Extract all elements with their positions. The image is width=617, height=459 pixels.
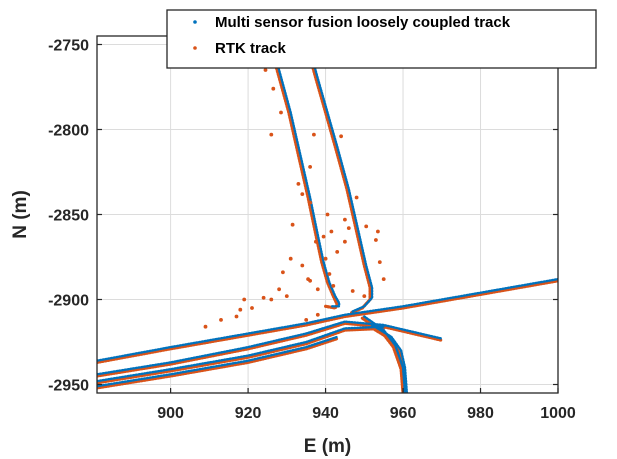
rtk-outlier-point (331, 284, 336, 288)
rtk-outlier-point (364, 224, 369, 229)
rtk-outlier-point (374, 238, 378, 242)
rtk-outlier-point (269, 132, 274, 137)
rtk-outlier-point (314, 239, 318, 244)
rtk-outlier-point (376, 229, 380, 234)
plot-area (97, 36, 558, 393)
rtk-track-segment (265, 36, 339, 310)
x-tick-label: 960 (390, 405, 417, 422)
legend-marker-fusion (193, 20, 197, 24)
legend-entry-rtk: RTK track (215, 40, 287, 57)
rtk-outlier-point (335, 250, 340, 254)
rtk-outlier-point (323, 256, 328, 261)
rtk-outlier-point (290, 222, 295, 227)
rtk-outlier-point (343, 239, 347, 244)
x-tick-label: 980 (467, 405, 494, 422)
rtk-outlier-point (327, 272, 332, 276)
tick-labels: 900 920 940 960 980 1000 -2750 -2800 -2850 -2900 -… (48, 36, 576, 422)
rtk-outlier-point (308, 200, 312, 205)
fusion-track-segment (305, 36, 374, 313)
rtk-outlier-point (339, 134, 343, 139)
legend-entry-fusion: Multi sensor fusion loosely coupled trac… (215, 14, 511, 31)
rtk-outlier-point (300, 263, 305, 268)
fusion-track-segment (363, 315, 407, 393)
rtk-outlier-point (315, 312, 320, 317)
rtk-track-segment (97, 337, 339, 390)
legend-marker-rtk (193, 46, 197, 50)
rtk-track-segment (97, 279, 558, 364)
rtk-outlier-point (343, 217, 347, 222)
rtk-outlier-point (381, 277, 386, 281)
y-tick-label: -2850 (48, 208, 89, 225)
fusion-track-segment (97, 335, 339, 388)
rtk-outlier-point (250, 306, 254, 310)
legend: Multi sensor fusion loosely coupled trac… (166, 9, 597, 69)
rtk-track-segment (302, 36, 372, 315)
y-tick-label: -2900 (48, 293, 89, 310)
rtk-outlier-point (296, 182, 301, 186)
fusion-track-segment (97, 320, 443, 376)
y-tick-label: -2800 (48, 123, 89, 140)
x-tick-label: 920 (235, 405, 262, 422)
rtk-outlier-point (277, 287, 281, 292)
rtk-outlier-point (346, 226, 351, 231)
fusion-track-segment (97, 325, 385, 383)
fusion-track-segment (268, 36, 341, 308)
rtk-outlier-point (261, 295, 266, 300)
rtk-outlier-point (354, 195, 359, 200)
x-axis-label: E (m) (304, 436, 352, 457)
rtk-outlier-point (377, 260, 382, 264)
legend-box (166, 9, 597, 69)
rtk-outlier-point (238, 307, 243, 312)
x-tick-label: 900 (157, 405, 184, 422)
y-tick-label: -2750 (48, 38, 89, 55)
rtk-outlier-point (300, 192, 305, 197)
rtk-outlier-point (242, 297, 247, 302)
rtk-track-segment (97, 326, 386, 385)
rtk-outlier-point (304, 318, 309, 322)
fusion-track-segment (97, 277, 558, 362)
rtk-outlier-point (234, 314, 239, 319)
rtk-outlier-point (308, 165, 312, 169)
rtk-outlier-point (263, 68, 268, 72)
rtk-outlier-point (321, 234, 326, 239)
y-tick-label: -2950 (48, 378, 89, 395)
rtk-outlier-point (315, 287, 320, 292)
rtk-outlier-point (269, 297, 274, 302)
rtk-outlier-point (329, 229, 334, 234)
rtk-outlier-point (306, 277, 310, 281)
rtk-outlier-point (288, 256, 293, 261)
x-tick-label: 940 (312, 405, 339, 422)
rtk-outlier-point (362, 294, 367, 298)
x-tick-label: 1000 (540, 405, 576, 422)
rtk-outlier-point (219, 318, 223, 322)
rtk-outlier-point (281, 270, 285, 275)
rtk-outlier-point (312, 132, 316, 137)
rtk-outlier-point (279, 110, 283, 115)
rtk-outlier-point (284, 294, 289, 298)
y-axis-label: N (m) (10, 190, 31, 239)
rtk-outlier-point (325, 212, 330, 217)
rtk-outlier-point (271, 86, 276, 91)
rtk-outlier-point (203, 324, 208, 329)
rtk-outlier-point (350, 289, 355, 293)
